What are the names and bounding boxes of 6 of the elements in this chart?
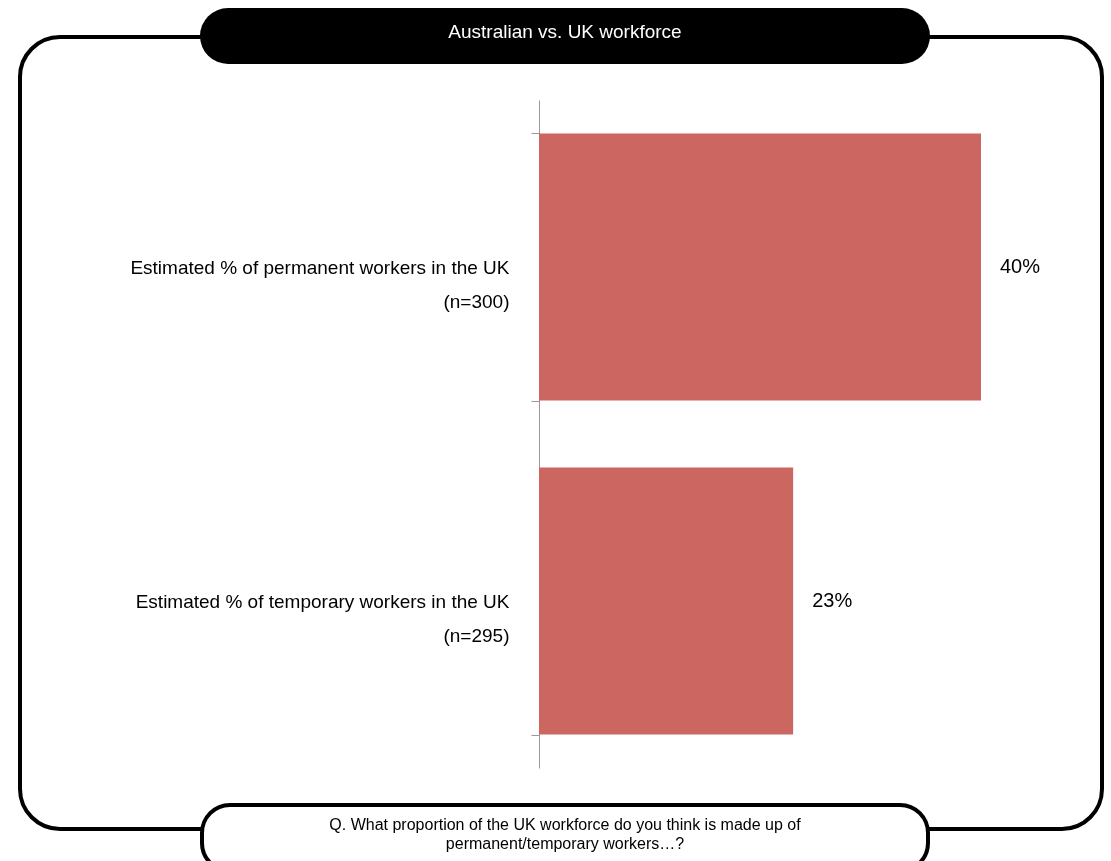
text: Q. What proportion of the UK workforce do you think is made up of permanent/temporary workers…? bbox=[328, 815, 802, 854]
data-label: 23% bbox=[812, 589, 853, 611]
y-tick-label: Estimated % of temporary workers in the UK (n=295) bbox=[135, 590, 510, 646]
data-label: 40% bbox=[1000, 255, 1041, 277]
y-tick-label: Estimated % of permanent workers in the UK (n=300) bbox=[130, 256, 510, 312]
chart-title: Australian vs. UK workforce bbox=[448, 21, 682, 42]
